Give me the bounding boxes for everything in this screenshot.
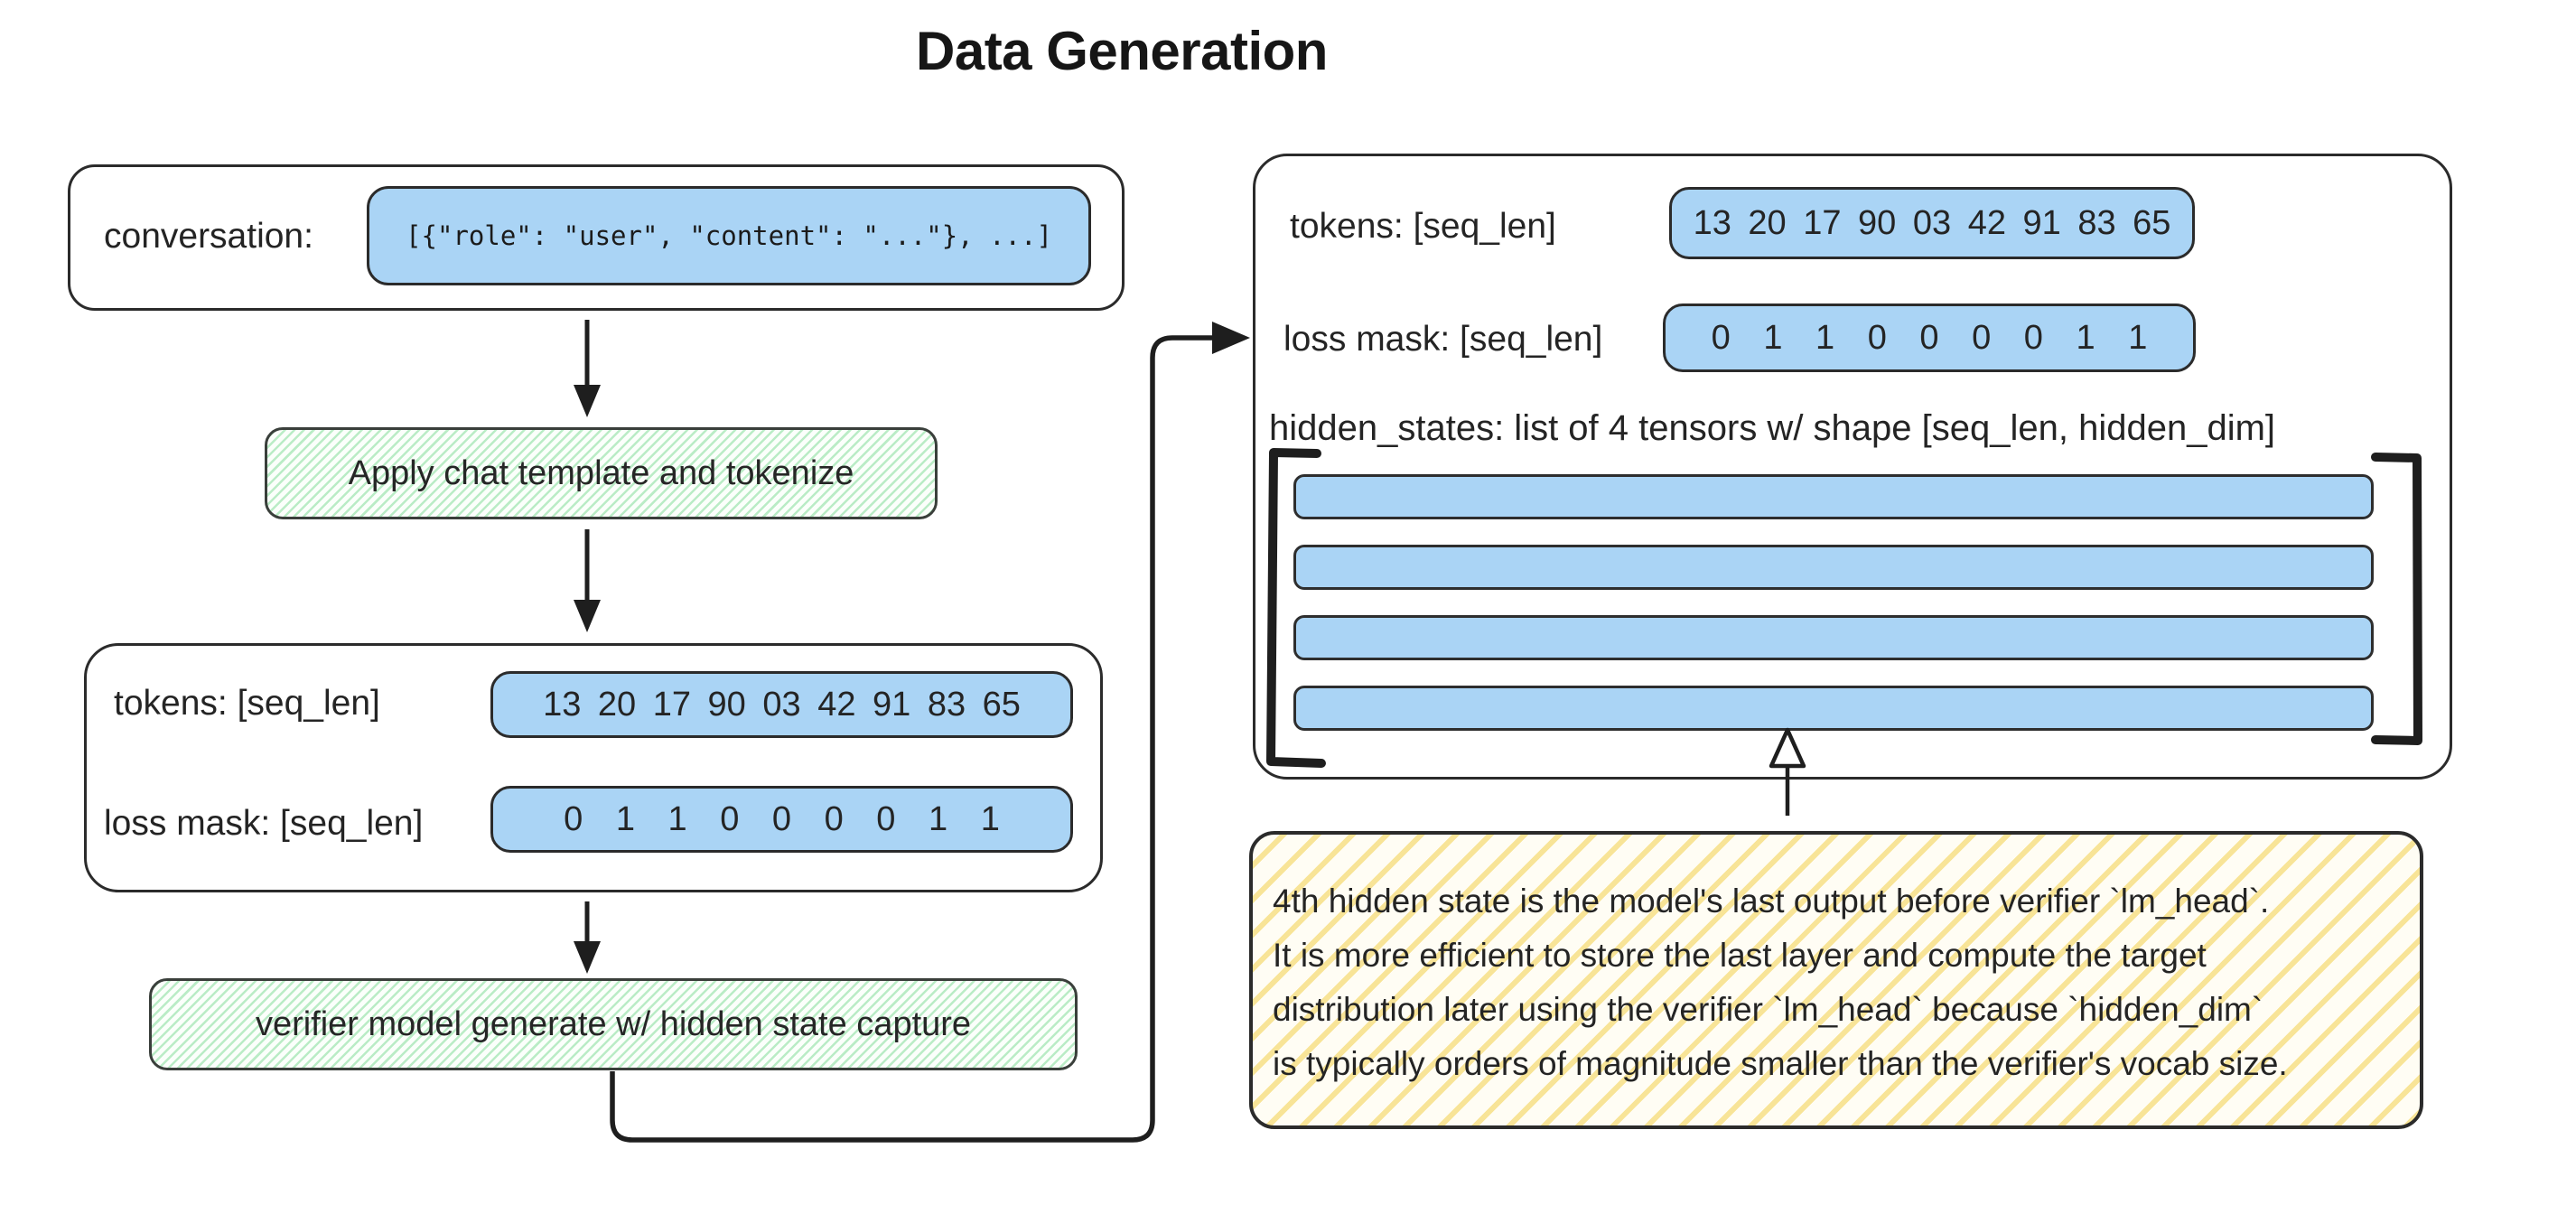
tensor-bar <box>1293 545 2374 590</box>
output-loss-mask-values-pill: 0 1 1 0 0 0 0 1 1 <box>1663 304 2196 372</box>
step-apply-chat-template: Apply chat template and tokenize <box>265 427 938 519</box>
output-tokens-values-pill: 13 20 17 90 03 42 91 83 65 <box>1669 187 2195 259</box>
conversation-label: conversation: <box>104 217 313 256</box>
tensor-bar <box>1293 474 2374 519</box>
note-line: distribution later using the verifier `l… <box>1273 991 2263 1028</box>
output-tokens-label: tokens: [seq_len] <box>1290 207 1556 246</box>
tensor-bar <box>1293 615 2374 660</box>
note-line: is typically orders of magnitude smaller… <box>1273 1045 2288 1082</box>
arrow-down-icon <box>574 901 601 974</box>
step-apply-chat-template-label: Apply chat template and tokenize <box>348 453 854 492</box>
hidden-states-label: hidden_states: list of 4 tensors w/ shap… <box>1269 408 2276 448</box>
note-text: 4th hidden state is the model's last out… <box>1273 874 2288 1091</box>
tokens-label: tokens: [seq_len] <box>114 684 380 723</box>
note-line: It is more efficient to store the last l… <box>1273 937 2207 974</box>
note-box: 4th hidden state is the model's last out… <box>1249 831 2423 1129</box>
tokens-values-pill: 13 20 17 90 03 42 91 83 65 <box>490 671 1073 738</box>
tensor-stack <box>1253 0 2452 780</box>
step-verifier-generate: verifier model generate w/ hidden state … <box>149 978 1078 1070</box>
page-title: Data Generation <box>916 21 1328 81</box>
step-verifier-generate-label: verifier model generate w/ hidden state … <box>255 1004 972 1043</box>
conversation-value-pill: [{"role": "user", "content": "..."}, ...… <box>367 186 1091 285</box>
tensor-bar <box>1293 686 2374 731</box>
note-line: 4th hidden state is the model's last out… <box>1273 882 2270 920</box>
loss-mask-values-pill: 0 1 1 0 0 0 0 1 1 <box>490 786 1073 853</box>
arrow-down-icon <box>574 529 601 632</box>
output-loss-mask-label: loss mask: [seq_len] <box>1283 320 1603 359</box>
loss-mask-label: loss mask: [seq_len] <box>104 804 424 843</box>
arrow-down-icon <box>574 320 601 417</box>
